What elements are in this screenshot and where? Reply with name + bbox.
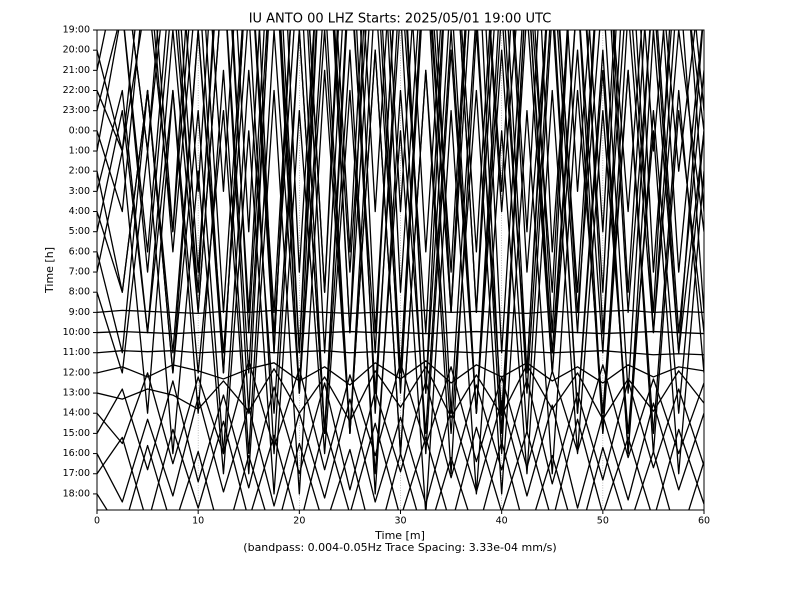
y-tick-label: 1:00 <box>69 146 90 157</box>
trace <box>97 350 704 356</box>
x-tick-label: 50 <box>597 516 609 527</box>
x-tick-label: 30 <box>394 516 406 527</box>
y-tick-label: 12:00 <box>63 367 90 378</box>
y-tick-label: 6:00 <box>69 246 90 257</box>
y-tick-label: 10:00 <box>63 327 90 338</box>
y-tick-label: 15:00 <box>63 428 90 439</box>
x-tick-label: 40 <box>496 516 508 527</box>
y-tick-label: 19:00 <box>63 25 90 36</box>
trace <box>97 30 704 455</box>
x-tick-label: 60 <box>698 516 710 527</box>
trace <box>97 30 704 334</box>
y-tick-label: 5:00 <box>69 226 90 237</box>
y-tick-label: 20:00 <box>63 45 90 56</box>
trace <box>97 378 704 491</box>
y-tick-label: 23:00 <box>63 105 90 116</box>
trace <box>97 440 704 510</box>
y-tick-label: 11:00 <box>63 347 90 358</box>
trace <box>97 360 704 471</box>
y-tick-label: 4:00 <box>69 206 90 217</box>
trace <box>97 30 704 354</box>
ticks: 0 10 20 30 40 50 60 19:00 20:00 21:00 22:00 23:00 0:… <box>63 25 710 527</box>
trace <box>97 30 704 495</box>
y-tick-label: 8:00 <box>69 287 90 298</box>
trace <box>97 396 704 509</box>
trace <box>97 364 704 422</box>
x-tick-label: 0 <box>94 516 100 527</box>
y-tick-label: 0:00 <box>69 125 90 136</box>
y-tick-label: 13:00 <box>63 388 90 399</box>
trace <box>97 89 704 510</box>
x-axis-label: Time [m] <box>374 529 425 542</box>
y-tick-label: 16:00 <box>63 448 90 459</box>
chart-title: IU ANTO 00 LHZ Starts: 2025/05/01 19:00 … <box>249 12 552 27</box>
y-tick-label: 9:00 <box>69 307 90 318</box>
subtitle: (bandpass: 0.004-0.05Hz Trace Spacing: 3… <box>243 541 556 554</box>
y-tick-label: 18:00 <box>63 488 90 499</box>
traces <box>97 30 704 510</box>
y-tick-label: 2:00 <box>69 166 90 177</box>
y-tick-label: 17:00 <box>63 468 90 479</box>
x-tick-label: 20 <box>293 516 305 527</box>
trace <box>97 418 704 510</box>
y-axis-label: Time [h] <box>43 247 56 294</box>
trace <box>97 309 704 315</box>
y-tick-label: 14:00 <box>63 408 90 419</box>
y-tick-label: 7:00 <box>69 267 90 278</box>
y-tick-label: 21:00 <box>63 65 90 76</box>
trace <box>97 330 704 335</box>
y-tick-label: 3:00 <box>69 186 90 197</box>
y-tick-label: 22:00 <box>63 85 90 96</box>
x-tick-label: 10 <box>192 516 204 527</box>
trace <box>97 360 704 386</box>
